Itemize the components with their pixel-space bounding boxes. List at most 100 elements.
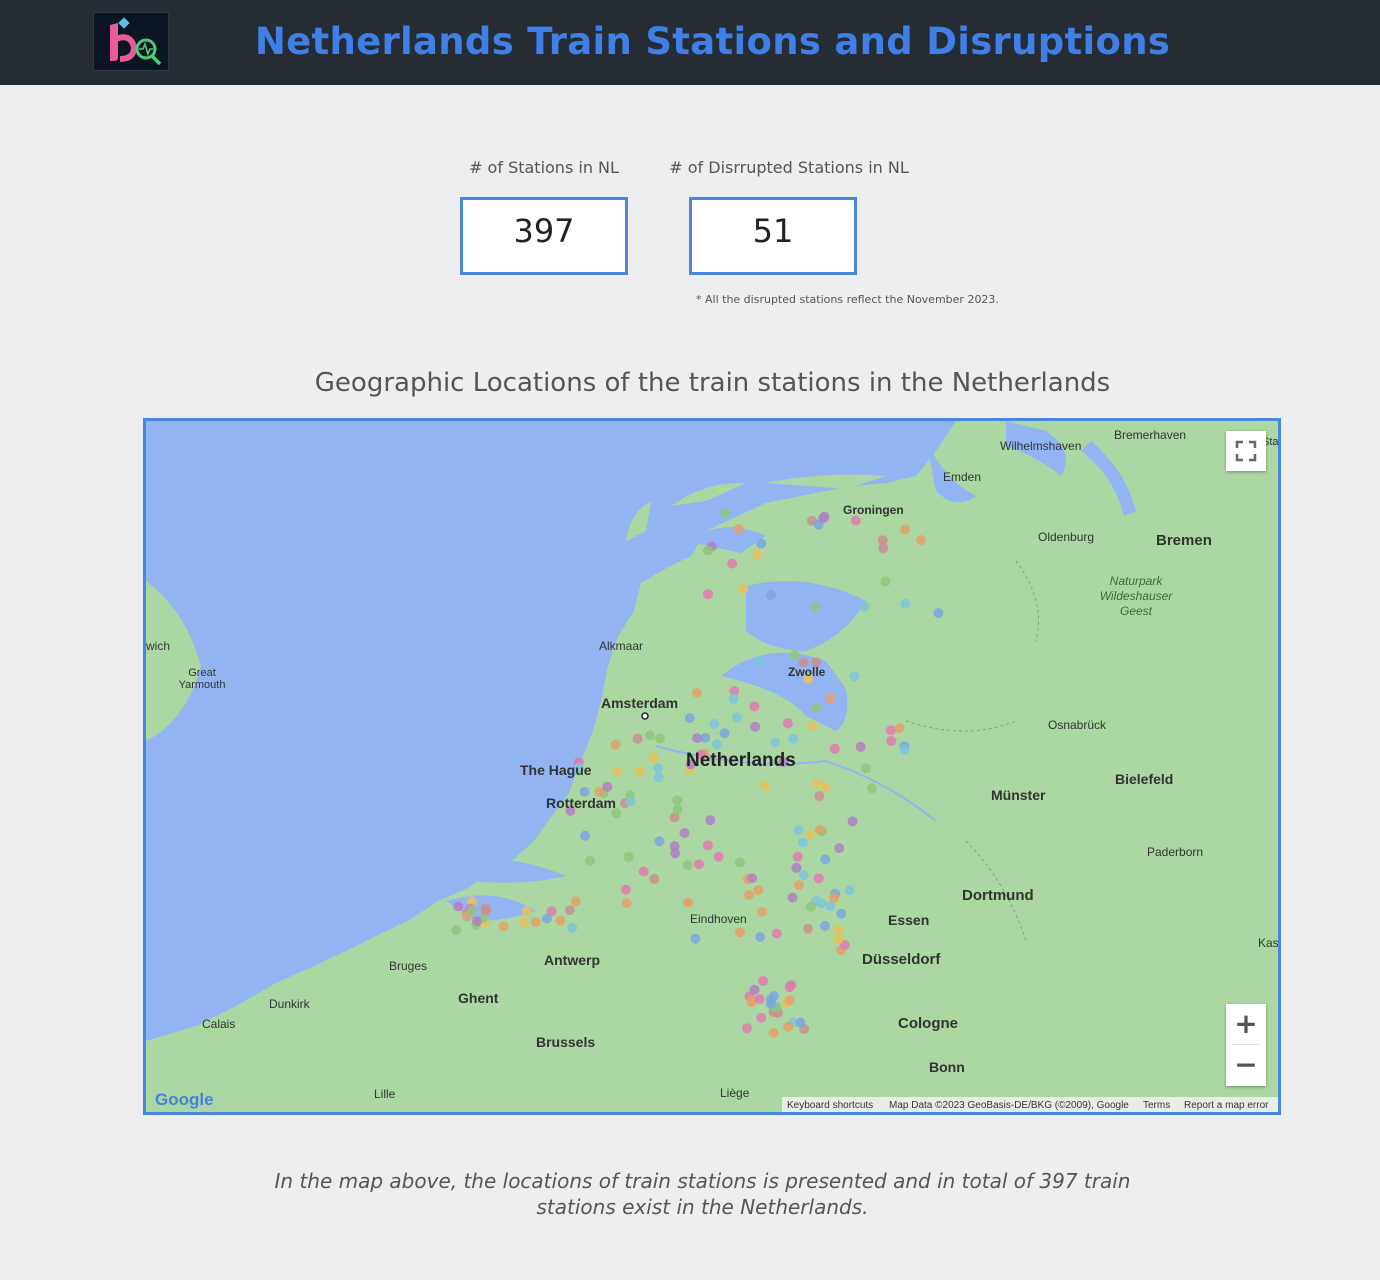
station-marker[interactable] (700, 733, 711, 743)
station-marker[interactable] (683, 897, 693, 908)
station-marker[interactable] (793, 880, 804, 891)
station-marker[interactable] (648, 753, 659, 764)
station-marker[interactable] (692, 733, 703, 744)
station-marker[interactable] (555, 915, 566, 926)
station-marker[interactable] (611, 808, 622, 819)
station-marker[interactable] (735, 927, 745, 938)
station-marker[interactable] (579, 786, 590, 797)
station-marker[interactable] (855, 741, 866, 752)
station-marker[interactable] (728, 693, 739, 704)
station-marker[interactable] (672, 804, 683, 815)
station-marker[interactable] (878, 543, 889, 554)
station-marker[interactable] (916, 535, 927, 546)
fullscreen-button[interactable] (1226, 431, 1266, 471)
station-marker[interactable] (564, 905, 575, 916)
station-marker[interactable] (466, 905, 477, 916)
station-marker[interactable] (565, 805, 576, 816)
station-marker[interactable] (669, 841, 680, 852)
station-marker[interactable] (573, 763, 584, 774)
station-marker[interactable] (933, 608, 944, 618)
station-marker[interactable] (900, 598, 911, 609)
station-marker[interactable] (518, 917, 529, 928)
station-marker[interactable] (742, 1023, 752, 1034)
station-marker[interactable] (669, 812, 680, 823)
station-marker[interactable] (765, 999, 776, 1009)
station-marker[interactable] (814, 824, 825, 835)
station-marker[interactable] (818, 513, 829, 524)
station-marker[interactable] (750, 721, 761, 732)
station-marker[interactable] (692, 687, 703, 698)
station-marker[interactable] (886, 725, 896, 736)
station-marker[interactable] (803, 673, 814, 684)
station-marker[interactable] (638, 866, 649, 877)
station-marker[interactable] (839, 940, 850, 950)
station-marker[interactable] (451, 925, 462, 936)
station-marker[interactable] (833, 933, 844, 944)
station-marker[interactable] (820, 854, 831, 865)
station-marker[interactable] (829, 743, 840, 754)
station-marker[interactable] (813, 873, 824, 884)
map-canvas[interactable]: Amsterdam The Hague Rotterdam Netherland… (146, 421, 1278, 1112)
station-marker[interactable] (847, 816, 858, 827)
station-marker[interactable] (792, 851, 803, 862)
station-marker[interactable] (654, 836, 665, 847)
station-marker[interactable] (786, 980, 797, 990)
logo[interactable] (93, 12, 169, 71)
station-marker[interactable] (521, 906, 532, 917)
station-marker[interactable] (791, 862, 802, 873)
station-marker[interactable] (632, 733, 643, 744)
station-marker[interactable] (757, 906, 768, 917)
station-marker[interactable] (584, 855, 595, 866)
station-marker[interactable] (795, 1017, 806, 1028)
station-marker[interactable] (886, 735, 897, 746)
station-marker[interactable] (867, 783, 877, 794)
station-marker[interactable] (711, 739, 722, 750)
station-marker[interactable] (804, 829, 815, 840)
station-marker[interactable] (798, 837, 808, 848)
station-marker[interactable] (836, 908, 847, 919)
station-marker[interactable] (685, 759, 696, 770)
station-marker[interactable] (765, 590, 776, 601)
station-marker[interactable] (849, 671, 860, 682)
station-marker[interactable] (816, 898, 827, 909)
station-marker[interactable] (747, 873, 758, 884)
station-marker[interactable] (877, 535, 888, 546)
station-marker[interactable] (623, 852, 634, 863)
station-marker[interactable] (546, 906, 557, 917)
station-marker[interactable] (850, 515, 861, 526)
station-marker[interactable] (610, 739, 621, 750)
station-marker[interactable] (760, 780, 771, 791)
station-marker[interactable] (731, 712, 742, 723)
station-marker[interactable] (713, 851, 724, 862)
station-marker[interactable] (684, 713, 695, 723)
station-marker[interactable] (749, 984, 760, 995)
station-marker[interactable] (738, 583, 749, 594)
station-marker[interactable] (770, 737, 781, 748)
station-marker[interactable] (782, 718, 793, 729)
station-marker[interactable] (756, 538, 767, 549)
station-marker[interactable] (702, 545, 713, 556)
station-marker[interactable] (743, 890, 754, 900)
station-marker[interactable] (733, 524, 744, 535)
station-marker[interactable] (654, 733, 665, 744)
station-marker[interactable] (825, 693, 836, 704)
station-marker[interactable] (753, 885, 764, 896)
station-marker[interactable] (602, 781, 613, 792)
station-marker[interactable] (754, 994, 765, 1005)
station-marker[interactable] (498, 921, 509, 932)
station-marker[interactable] (789, 650, 800, 661)
station-marker[interactable] (670, 848, 681, 859)
station-marker[interactable] (784, 995, 795, 1006)
station-marker[interactable] (900, 524, 911, 535)
station-marker[interactable] (754, 656, 765, 667)
station-marker[interactable] (899, 744, 910, 755)
station-marker[interactable] (820, 782, 831, 792)
station-marker[interactable] (844, 885, 855, 896)
station-marker[interactable] (788, 733, 799, 744)
station-marker[interactable] (696, 749, 706, 760)
station-marker[interactable] (834, 843, 845, 854)
station-marker[interactable] (810, 602, 821, 612)
station-marker[interactable] (783, 1021, 794, 1032)
station-markers[interactable] (451, 508, 944, 1038)
station-marker[interactable] (580, 830, 591, 841)
